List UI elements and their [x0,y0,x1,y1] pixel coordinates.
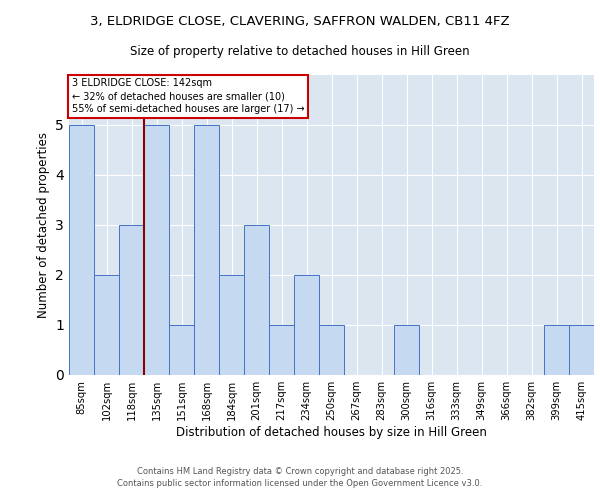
Text: Contains HM Land Registry data © Crown copyright and database right 2025.
Contai: Contains HM Land Registry data © Crown c… [118,466,482,487]
Text: 3, ELDRIDGE CLOSE, CLAVERING, SAFFRON WALDEN, CB11 4FZ: 3, ELDRIDGE CLOSE, CLAVERING, SAFFRON WA… [90,15,510,28]
Text: Size of property relative to detached houses in Hill Green: Size of property relative to detached ho… [130,45,470,58]
Bar [69,125,94,375]
Bar [244,225,269,375]
X-axis label: Distribution of detached houses by size in Hill Green: Distribution of detached houses by size … [176,426,487,439]
Bar [544,325,569,375]
Bar [144,125,169,375]
Bar [394,325,419,375]
Bar [569,325,594,375]
Bar [219,275,244,375]
Bar [269,325,294,375]
Bar [294,275,319,375]
Text: 3 ELDRIDGE CLOSE: 142sqm
← 32% of detached houses are smaller (10)
55% of semi-d: 3 ELDRIDGE CLOSE: 142sqm ← 32% of detach… [71,78,304,114]
Bar [194,125,219,375]
Y-axis label: Number of detached properties: Number of detached properties [37,132,50,318]
Bar [94,275,119,375]
Bar [319,325,344,375]
Bar [119,225,144,375]
Bar [169,325,194,375]
